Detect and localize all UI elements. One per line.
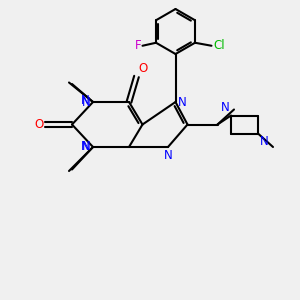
Text: N: N: [221, 101, 230, 114]
Text: O: O: [34, 118, 44, 131]
Text: Cl: Cl: [213, 39, 225, 52]
Text: N: N: [178, 95, 187, 109]
Text: N: N: [81, 94, 89, 107]
Text: O: O: [138, 62, 147, 75]
Text: F: F: [134, 39, 141, 52]
Text: N: N: [164, 149, 172, 162]
Text: N: N: [260, 135, 268, 148]
Text: N: N: [81, 140, 90, 154]
Text: N: N: [82, 140, 91, 154]
Text: N: N: [82, 95, 91, 109]
